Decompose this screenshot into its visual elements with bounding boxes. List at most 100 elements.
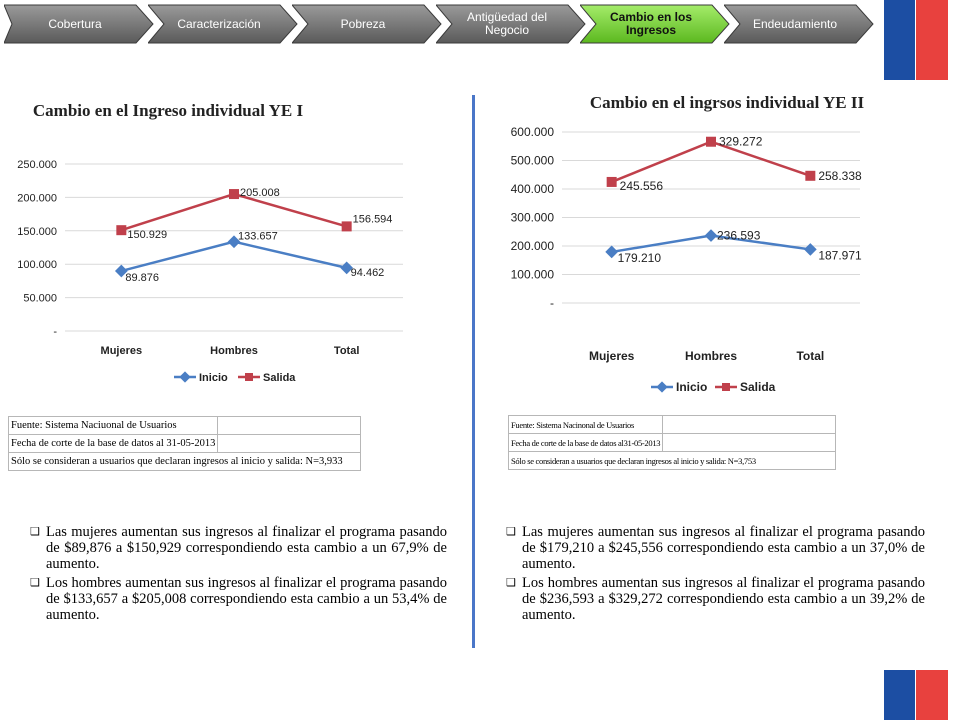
flag-red-stripe: [916, 0, 948, 80]
legend-label: Salida: [740, 380, 776, 394]
data-point-salida: [229, 189, 239, 200]
flag-logo-top: [884, 0, 948, 80]
vertical-divider: [472, 95, 475, 648]
nav-step-label: Endeudamiento: [752, 16, 838, 31]
list-item: ❑ Las mujeres aumentan sus ingresos al f…: [30, 524, 447, 572]
checkbox-bullet-icon: ❑: [30, 526, 40, 538]
y-tick-label: 150.000: [17, 226, 57, 238]
data-label: 150.929: [127, 229, 167, 241]
bullet-text: Las mujeres aumentan sus ingresos al fin…: [522, 524, 925, 572]
y-tick-label: -: [550, 296, 554, 310]
step-navigation: Cobertura Caracterización Pobreza Antigü…: [4, 4, 884, 46]
nav-step-label: Caracterización: [177, 16, 261, 31]
data-label: 329.272: [719, 135, 763, 149]
table-cell: Fuente: Sistema Naciuonal de Usuarios: [7, 416, 219, 435]
chart-background: [8, 86, 408, 396]
flag-red-stripe: [916, 670, 948, 720]
data-label: 187.971: [818, 248, 862, 262]
data-label: 245.556: [620, 179, 664, 193]
source-table-right: Fuente: Sistema Nacinonal de Usuarios Fe…: [507, 415, 837, 470]
y-tick-label: 500.000: [511, 154, 555, 168]
x-tick-label: Hombres: [210, 345, 258, 357]
table-cell-empty: [217, 416, 362, 435]
nav-step-pobreza[interactable]: Pobreza: [292, 4, 442, 44]
y-tick-label: 400.000: [511, 182, 555, 196]
y-tick-label: 300.000: [511, 211, 555, 225]
legend-label: Inicio: [199, 372, 228, 384]
y-tick-label: 200.000: [511, 239, 555, 253]
x-tick-label: Mujeres: [589, 349, 635, 363]
nav-step-cambio-ingresos[interactable]: Cambio en los Ingresos: [580, 4, 730, 44]
chevron-shape: [292, 4, 442, 44]
chevron-shape: [148, 4, 298, 44]
chart-ye-i: Cambio en el Ingreso individual YE I - 50.…: [8, 86, 408, 396]
nav-step-label: Cambio en los Ingresos: [609, 10, 692, 37]
nav-step-label: Pobreza: [340, 16, 386, 31]
table-row: Fuente: Sistema Naciuonal de Usuarios: [7, 416, 362, 435]
table-cell-empty: [662, 415, 837, 434]
bullet-text: Las mujeres aumentan sus ingresos al fin…: [46, 524, 447, 572]
data-label: 133.657: [238, 231, 278, 243]
data-label: 258.338: [818, 169, 862, 183]
data-point-salida: [706, 136, 716, 147]
x-tick-label: Hombres: [685, 349, 737, 363]
table-row: Sólo se consideran a usuarios que declar…: [507, 451, 837, 470]
legend-marker-inicio: [179, 371, 191, 383]
flag-logo-bottom: [884, 670, 948, 720]
data-point-inicio: [114, 264, 128, 278]
table-cell: Fecha de corte de la base de datos al 31…: [7, 434, 219, 453]
bullet-text: Los hombres aumentan sus ingresos al fin…: [46, 575, 447, 623]
table-cell: Fuente: Sistema Nacinonal de Usuarios: [507, 415, 664, 434]
chevron-shape: [4, 4, 154, 44]
chevron-shape: [724, 4, 874, 44]
table-cell-empty: [662, 433, 837, 452]
checkbox-bullet-icon: ❑: [506, 577, 516, 589]
checkbox-bullet-icon: ❑: [30, 577, 40, 589]
nav-step-label: Cobertura: [48, 16, 102, 31]
table-row: Fecha de corte de la base de datos al 31…: [7, 434, 362, 453]
chevron-shape: [436, 4, 586, 44]
data-point-salida: [116, 225, 127, 236]
flag-blue-stripe: [884, 0, 915, 80]
chevron-shape: [580, 4, 730, 44]
list-item: ❑ Las mujeres aumentan sus ingresos al f…: [506, 524, 925, 572]
y-tick-label: 100.000: [511, 268, 555, 282]
data-point-salida: [341, 221, 352, 232]
data-point-inicio: [227, 235, 241, 249]
nav-step-cobertura[interactable]: Cobertura: [4, 4, 154, 44]
list-item: ❑ Los hombres aumentan sus ingresos al f…: [30, 575, 447, 623]
data-point-salida: [606, 176, 617, 187]
chart-title: Cambio en el Ingreso individual YE I: [33, 101, 304, 120]
source-table-left: Fuente: Sistema Naciuonal de Usuarios Fe…: [7, 416, 362, 471]
legend-marker-salida: [722, 383, 730, 391]
data-label: 179.210: [618, 251, 662, 265]
nav-step-label: Antigüedad del Negocio: [466, 10, 548, 37]
table-row: Fuente: Sistema Nacinonal de Usuarios: [507, 415, 837, 434]
nav-step-endeudamiento[interactable]: Endeudamiento: [724, 4, 874, 44]
data-point-inicio: [803, 243, 817, 256]
data-label: 94.462: [351, 267, 385, 279]
y-tick-label: -: [53, 326, 57, 338]
table-cell: Sólo se consideran a usuarios que declar…: [507, 451, 837, 470]
list-item: ❑ Los hombres aumentan sus ingresos al f…: [506, 575, 925, 623]
nav-step-caracterizacion[interactable]: Caracterización: [148, 4, 298, 44]
x-tick-label: Total: [796, 349, 824, 363]
y-tick-label: 100.000: [17, 259, 57, 271]
data-label: 236.593: [717, 229, 761, 243]
data-label: 89.876: [125, 272, 159, 284]
nav-step-antiguedad[interactable]: Antigüedad del Negocio: [436, 4, 586, 44]
y-tick-label: 200.000: [17, 192, 57, 204]
y-tick-label: 50.000: [23, 293, 57, 305]
y-tick-label: 600.000: [511, 125, 555, 139]
bullet-text: Los hombres aumentan sus ingresos al fin…: [522, 575, 925, 623]
x-tick-label: Total: [334, 345, 359, 357]
y-tick-label: 250.000: [17, 159, 57, 171]
x-tick-label: Mujeres: [101, 345, 143, 357]
data-point-salida: [805, 170, 816, 181]
table-row: Fecha de corte de la base de datos al31-…: [507, 433, 837, 452]
data-label: 156.594: [353, 213, 393, 225]
checkbox-bullet-icon: ❑: [506, 526, 516, 538]
flag-blue-stripe: [884, 670, 915, 720]
table-cell: Sólo se consideran a usuarios que declar…: [7, 452, 362, 471]
legend-label: Salida: [263, 372, 296, 384]
